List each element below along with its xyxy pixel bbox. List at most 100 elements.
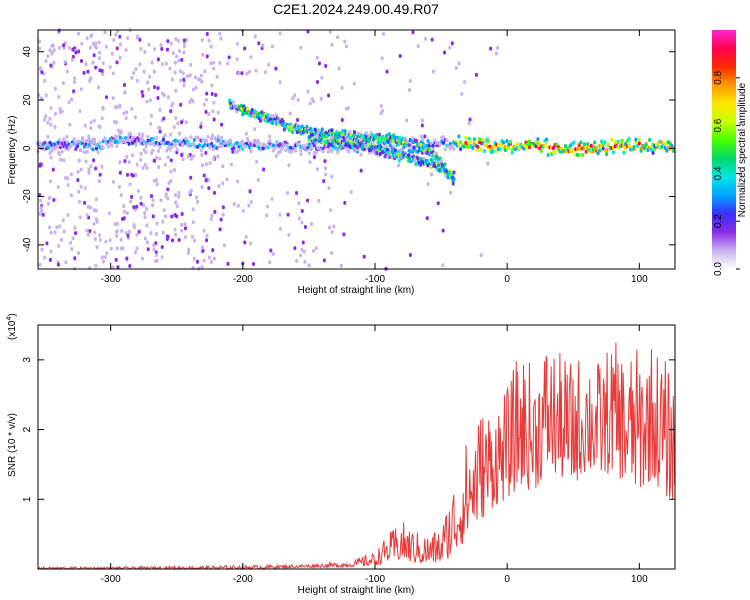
spectrogram-cell [133,115,137,120]
spectrogram-cell [139,201,143,206]
spectrogram-cell [612,150,616,155]
spectrogram-cell [328,29,332,34]
spectrogram-cell [314,141,318,146]
spectrogram-cell [180,228,184,233]
spectrogram-cell [78,215,82,220]
spectrogram-cell [185,74,189,79]
spectrogram-cell [270,121,274,126]
spectrogram-cell [209,61,213,66]
spectrogram-cell [201,52,205,57]
spectrogram-cell [489,46,493,51]
spectrogram-cell [174,115,178,120]
spectrogram-cell [416,156,420,161]
spectrogram-cell [200,185,204,190]
spectrogram-cell [208,160,212,165]
spectrogram-cell [48,257,52,262]
spectrogram-cell [469,139,473,144]
spectrogram-cell [53,230,57,235]
spectrogram-cell [154,232,158,237]
spectrogram-cell [219,36,223,41]
spectrogram-cell [60,141,64,146]
spectrogram-cell [211,147,215,152]
colorbar-tick-label: 0.8 [713,70,724,84]
spectrogram-cell [342,232,346,237]
spectrogram-cell [439,158,443,163]
spectrogram-cell [82,150,86,155]
spectrogram-cell [315,55,319,60]
spectrogram-cell [39,198,43,203]
spectrogram-cell [63,59,67,64]
spectrogram-cell [382,31,386,36]
spectrogram-cell [115,229,119,234]
spectrogram-cell [101,71,105,76]
spectrogram-cell [267,62,271,67]
spectrogram-cell [221,164,225,169]
spectrogram-cell [162,93,166,98]
spectrogram-cell [83,123,87,128]
spectrogram-cell [129,199,133,204]
x-tick-label: 100 [631,574,648,585]
spectrogram-cell [201,245,205,250]
spectrogram-cell [414,138,418,143]
spectrogram-cell [112,119,116,124]
spectrogram-cell [205,233,209,238]
spectrogram-cell [536,137,540,142]
spectrogram-cell [108,65,112,70]
spectrogram-cell [38,211,42,216]
spectrogram-cell [162,116,166,121]
spectrogram-cell [622,150,626,155]
spectrogram-cell [524,145,528,150]
spectrogram-cell [64,260,68,265]
spectrogram-cell [91,137,95,142]
spectrogram-cell [575,146,579,151]
spectrogram-cell [147,87,151,92]
spectrogram-cell [125,211,129,216]
spectrogram-cell [191,234,195,239]
spectrogram-cell [118,160,122,165]
spectrogram-cell [115,46,119,51]
spectrogram-cell [429,157,433,162]
spectrogram-cell [50,44,54,49]
spectrogram-cell [117,184,121,189]
spectrogram-cell [81,138,85,143]
spectrogram-cell [605,147,609,152]
spectrogram-cell [594,145,598,150]
spectrogram-cell [263,118,267,123]
spectrogram-cell [419,162,423,167]
spectrogram-cell [445,169,449,174]
spectrogram-cell [424,36,428,41]
spectrogram-cell [278,212,282,217]
spectrogram-cell [91,60,95,65]
spectrogram-cell [175,214,179,219]
spectrogram-cell [141,93,145,98]
spectrogram-cell [603,140,607,145]
spectrogram-cell [220,135,224,140]
spectrogram-cell [211,109,215,114]
spectrogram-cell [181,71,185,76]
spectrogram-cell [213,144,217,149]
spectrogram-cell [43,140,47,145]
spectrogram-cell [443,50,447,55]
spectrogram-cell [274,154,278,159]
spectrogram-cell [115,120,119,125]
spectrogram-cell [464,135,468,140]
spectrogram-cell [38,162,42,167]
spectrogram-cell [64,175,68,180]
spectrogram-cell [228,138,232,143]
spectrogram-cell [216,134,220,139]
spectrogram-cell [86,69,90,74]
spectrogram-cell [73,256,77,261]
spectrogram-cell [120,217,124,222]
spectrogram-cell [366,139,370,144]
spectrogram-cell [379,140,383,145]
colorbar-label: Normalized spectral amplitude [737,82,748,217]
spectrogram-cell [139,151,143,156]
spectrogram-cell [94,263,98,268]
spectrogram-cell [41,212,45,217]
spectrogram-cell [425,216,429,221]
spectrogram-cell [204,162,208,167]
spectrogram-cell [343,39,347,44]
spectrogram-cell [77,158,81,163]
spectrogram-cell [295,191,299,196]
spectrogram-cell [173,193,177,198]
